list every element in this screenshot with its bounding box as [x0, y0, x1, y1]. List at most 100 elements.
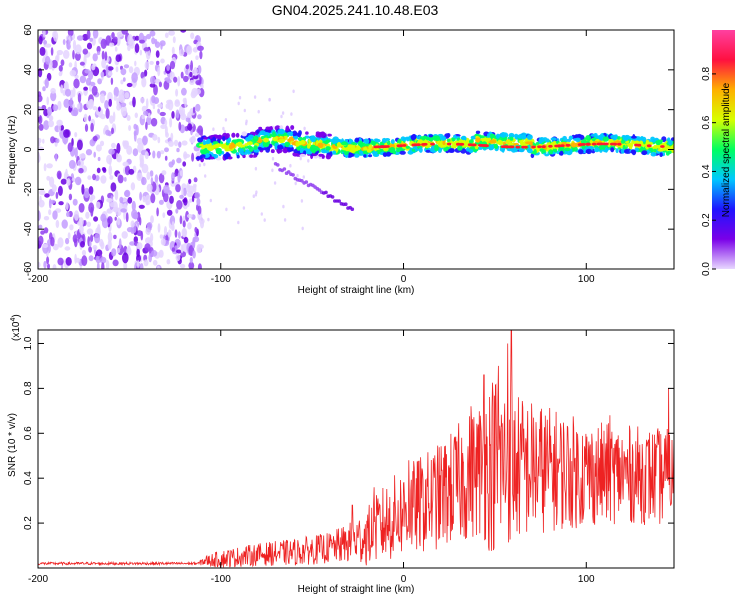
noise-blob: [50, 91, 57, 102]
noise-blob: [183, 75, 189, 83]
signal-blob: [247, 134, 255, 140]
noise-blob: [156, 150, 161, 159]
noise-blob: [197, 65, 202, 75]
spectrogram-frame: [37, 29, 675, 270]
noise-blob: [143, 110, 149, 116]
noise-blob: [42, 30, 46, 38]
noise-blob: [72, 198, 78, 206]
noise-blob: [180, 71, 184, 79]
noise-blob: [88, 255, 94, 262]
signal-blob: [363, 154, 367, 158]
noise-blob: [92, 106, 98, 111]
noise-blob: [89, 139, 96, 147]
noise-blob: [40, 230, 45, 235]
noise-blob: [157, 223, 161, 233]
y-tick-label: -40: [23, 222, 34, 237]
noise-blob: [174, 229, 178, 238]
noise-blob: [126, 145, 133, 155]
noise-blob: [176, 157, 182, 164]
noise-blob: [43, 108, 49, 117]
signal-blob: [418, 147, 423, 153]
noise-blob: [145, 121, 148, 130]
signal-blob: [289, 137, 295, 141]
noise-blob: [122, 252, 129, 264]
noise-blob: [79, 224, 84, 234]
faint-blob: [260, 212, 263, 216]
faint-blob: [292, 89, 295, 94]
noise-blob: [95, 201, 101, 209]
signal-blob: [327, 133, 332, 137]
noise-blob: [92, 135, 98, 142]
noise-blob: [104, 100, 109, 110]
noise-blob: [183, 153, 191, 158]
signal-blob: [457, 145, 463, 151]
noise-blob: [116, 97, 120, 107]
noise-blob: [86, 42, 93, 50]
signal-blob: [624, 149, 630, 154]
noise-blob: [169, 117, 173, 128]
spectrogram-panel: -200 -100 0 100 60 40 20 0 -20 -40 -60 Height of s…: [7, 24, 675, 296]
noise-blob: [57, 237, 64, 248]
branch-blob: [330, 195, 335, 199]
noise-blob: [173, 139, 179, 147]
signal-blob: [405, 145, 410, 149]
noise-blob: [68, 193, 73, 201]
noise-blob: [144, 243, 151, 252]
noise-blob: [72, 49, 75, 60]
noise-blob: [178, 231, 181, 239]
noise-blob: [117, 217, 121, 226]
noise-blob: [136, 254, 141, 263]
x-tick-label: -200: [28, 274, 48, 285]
peak-blob: [636, 143, 642, 147]
noise-blob: [135, 124, 139, 136]
signal-blob: [610, 134, 616, 139]
noise-blob: [190, 32, 195, 40]
signal-blob: [470, 135, 475, 140]
noise-blob: [55, 219, 60, 229]
x-tick-label: 100: [578, 274, 595, 285]
noise-blob: [168, 30, 176, 36]
noise-blob: [126, 247, 132, 256]
signal-blob: [437, 147, 442, 154]
snr-x-axis-label: Height of straight line (km): [298, 584, 415, 595]
signal-blob: [332, 150, 337, 155]
noise-blob: [134, 35, 140, 41]
noise-blob: [157, 103, 164, 108]
signal-blob: [236, 141, 243, 148]
noise-blob: [195, 55, 199, 60]
x-tick-label: -100: [211, 274, 231, 285]
noise-blob: [119, 196, 124, 204]
signal-blob: [550, 137, 557, 141]
noise-blob: [186, 213, 193, 219]
signal-blob: [317, 132, 323, 136]
noise-blob: [96, 167, 101, 174]
signal-blob: [411, 148, 416, 152]
noise-blob: [132, 148, 139, 157]
noise-blob: [109, 115, 114, 124]
noise-blob: [125, 212, 129, 223]
noise-blob: [82, 48, 89, 55]
signal-blob: [562, 135, 567, 142]
noise-blob: [69, 97, 73, 109]
noise-blob: [42, 86, 46, 92]
noise-blob: [149, 170, 154, 177]
peak-blob: [413, 143, 418, 147]
colorbar-tick-label: 0.0: [701, 262, 712, 276]
noise-blob: [194, 88, 202, 95]
noise-blob: [192, 238, 196, 249]
noise-blob: [90, 234, 94, 242]
noise-blob: [152, 259, 158, 266]
noise-blob: [164, 119, 168, 127]
noise-blob: [38, 123, 44, 131]
signal-blob: [249, 154, 254, 158]
peak-blob: [423, 142, 428, 146]
peak-blob: [456, 142, 461, 146]
noise-blob: [152, 134, 158, 141]
signal-blob: [297, 136, 304, 142]
noise-blob: [182, 161, 187, 167]
noise-blob: [70, 109, 78, 117]
noise-blob: [97, 78, 102, 85]
noise-blob: [160, 42, 163, 50]
noise-blob: [39, 46, 46, 56]
noise-blob: [114, 46, 118, 52]
